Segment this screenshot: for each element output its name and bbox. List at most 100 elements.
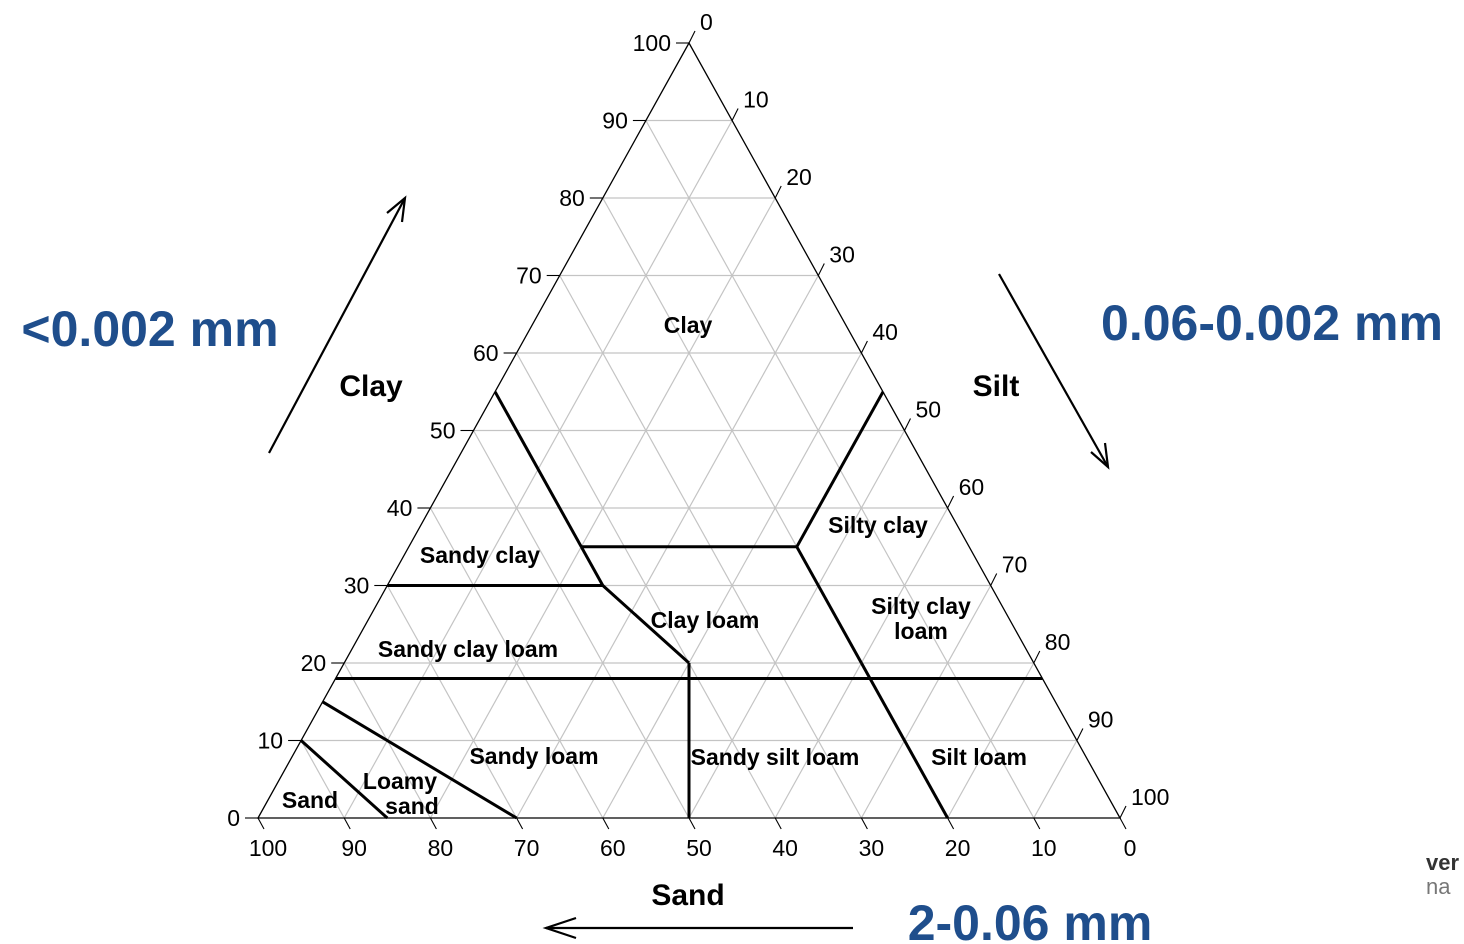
tick-label-sand-40: 40 [772, 835, 798, 861]
class-boundary-3 [795, 391, 885, 548]
size-label-sand: 2-0.06 mm [908, 895, 1153, 944]
tick-sand-60 [602, 817, 610, 830]
tick-sand-10 [1033, 817, 1041, 830]
tick-silt-70 [990, 573, 998, 586]
region-label-sandy-silt-loam: Sandy silt loam [691, 744, 860, 770]
tick-silt-80 [1033, 650, 1041, 664]
axis-name-silt: Silt [973, 370, 1020, 403]
grid-line-silt-70 [860, 585, 992, 819]
tick-silt-0 [688, 30, 696, 44]
direction-arrows [268, 195, 1110, 940]
region-label-silty-clay: Silty clay [828, 512, 928, 538]
cropped-text-fragment-1: ver [1426, 851, 1460, 875]
tick-sand-30 [860, 817, 868, 830]
tick-sand-90 [343, 817, 351, 830]
class-boundary-6 [601, 584, 691, 665]
tick-label-sand-80: 80 [428, 835, 454, 861]
tick-label-sand-10: 10 [1031, 835, 1057, 861]
tick-sand-100 [257, 817, 265, 830]
tick-label-clay-20: 20 [301, 650, 327, 676]
tick-silt-60 [947, 495, 955, 509]
tick-label-clay-0: 0 [227, 805, 240, 831]
tick-label-clay-60: 60 [473, 340, 499, 366]
grid-line-sand-70 [386, 585, 518, 819]
tick-label-sand-70: 70 [514, 835, 540, 861]
tick-label-clay-90: 90 [602, 108, 628, 134]
region-label-sandy-clay: Sandy clay [420, 542, 540, 568]
tick-label-silt-10: 10 [743, 87, 769, 113]
tick-label-silt-100: 100 [1131, 784, 1169, 810]
tick-silt-90 [1076, 728, 1084, 741]
class-boundary-11 [321, 700, 518, 820]
cropped-text-fragment-2: na [1426, 875, 1451, 899]
region-label-sand: Sand [282, 787, 338, 813]
tick-marks [245, 30, 1127, 830]
tick-label-sand-60: 60 [600, 835, 626, 861]
tick-silt-40 [860, 340, 868, 354]
tick-label-clay-100: 100 [633, 30, 671, 56]
tick-label-silt-50: 50 [916, 397, 942, 423]
tick-labels: 0010010109020208030307040406050505060604… [227, 9, 1169, 861]
tick-label-clay-70: 70 [516, 263, 542, 289]
axis-name-sand: Sand [651, 879, 724, 912]
tick-label-silt-70: 70 [1002, 552, 1028, 578]
tick-silt-100 [1119, 805, 1127, 819]
tick-label-sand-50: 50 [686, 835, 712, 861]
grid-line-sand-60 [429, 507, 604, 819]
tick-silt-10 [731, 108, 739, 121]
region-label-silt-loam: Silt loam [931, 744, 1027, 770]
grid-line-silt-80 [947, 662, 1035, 819]
region-label-clay-loam: Clay loam [651, 607, 760, 633]
texture-class-boundaries [300, 391, 1043, 820]
region-label-loamy-sand-line1: Loamy [363, 768, 437, 794]
tick-label-sand-0: 0 [1124, 835, 1137, 861]
tick-label-sand-100: 100 [249, 835, 287, 861]
sand-direction-arrow [542, 916, 853, 940]
clay-direction-arrow [268, 195, 407, 454]
region-label-sandy-clay-loam: Sandy clay loam [378, 636, 558, 662]
tick-label-silt-30: 30 [829, 242, 855, 268]
tick-sand-40 [774, 817, 782, 830]
grid-line-silt-50 [688, 430, 906, 819]
tick-label-clay-10: 10 [258, 728, 284, 754]
region-label-loamy-sand-line2: sand [385, 793, 439, 819]
class-boundary-1 [493, 391, 583, 548]
class-boundary-5 [579, 546, 605, 587]
grid-line-sand-50 [472, 430, 690, 819]
tick-silt-50 [904, 418, 911, 431]
silt-direction-arrow [998, 273, 1110, 470]
tick-label-silt-90: 90 [1088, 707, 1114, 733]
region-labels: Clay Silty clay Sandy clay Clay loam Sil… [282, 312, 1027, 819]
tick-sand-0 [1119, 817, 1127, 830]
tick-label-silt-60: 60 [959, 474, 985, 500]
tick-sand-70 [516, 817, 524, 830]
class-boundary-9 [860, 662, 949, 819]
axis-name-clay: Clay [339, 370, 403, 403]
grid-line-silt-90 [1033, 740, 1078, 819]
tick-label-sand-30: 30 [859, 835, 885, 861]
class-boundary-12 [300, 739, 389, 820]
tick-label-clay-40: 40 [387, 495, 413, 521]
tick-label-silt-40: 40 [872, 319, 898, 345]
tick-sand-80 [429, 817, 437, 830]
region-label-silty-clay-loam-line2: loam [894, 618, 948, 644]
tick-silt-30 [817, 263, 825, 276]
tick-label-clay-80: 80 [559, 185, 585, 211]
size-label-silt: 0.06-0.002 mm [1101, 295, 1443, 351]
particle-size-labels: <0.002 mm 0.06-0.002 mm 2-0.06 mm [21, 295, 1443, 944]
region-label-clay: Clay [664, 312, 713, 338]
class-boundary-8 [795, 546, 863, 664]
tick-sand-50 [688, 817, 696, 830]
size-label-clay: <0.002 mm [21, 301, 278, 357]
tick-label-sand-20: 20 [945, 835, 971, 861]
tick-label-silt-20: 20 [786, 164, 812, 190]
tick-label-silt-80: 80 [1045, 629, 1071, 655]
region-label-sandy-loam: Sandy loam [469, 743, 598, 769]
axis-names: Clay Silt Sand [339, 370, 1019, 912]
tick-label-silt-0: 0 [700, 9, 713, 35]
grid-line-sand-90 [300, 740, 345, 819]
tick-label-sand-90: 90 [341, 835, 367, 861]
region-label-silty-clay-loam-line1: Silty clay [871, 593, 971, 619]
tick-label-clay-50: 50 [430, 418, 456, 444]
